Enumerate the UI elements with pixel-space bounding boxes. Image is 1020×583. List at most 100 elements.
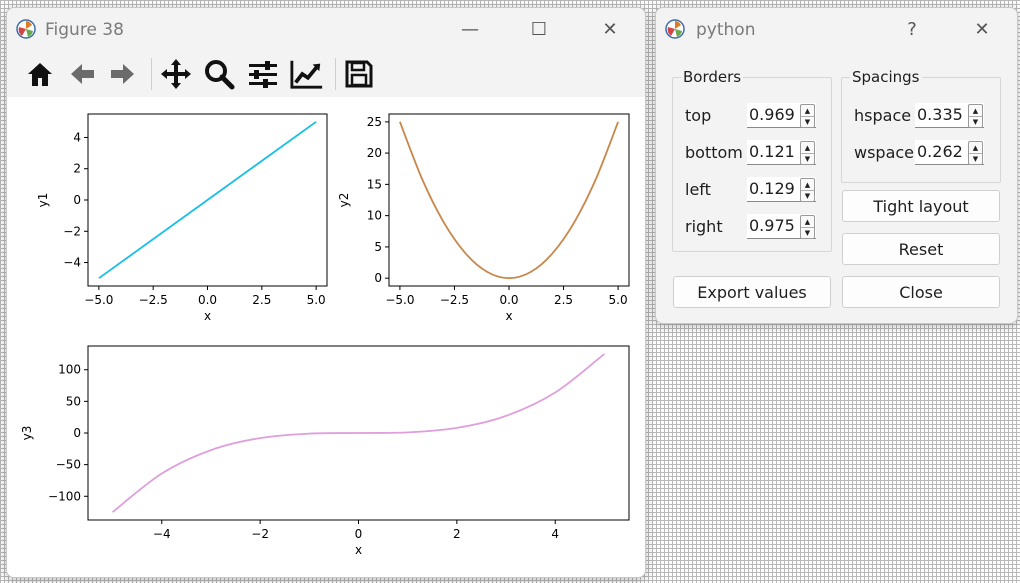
borders-group: Borders [672, 68, 832, 252]
toolbar-separator [151, 58, 152, 90]
subplot-1-xtick-label: −5.0 [84, 293, 113, 307]
spin-down-icon[interactable]: ▼ [804, 154, 811, 163]
spin-buttons: ▲ ▼ [800, 178, 815, 202]
subplot-2-ytick-label: 0 [374, 271, 382, 285]
subplot-3-ytick-label: 100 [58, 363, 81, 377]
navigation-toolbar [7, 50, 645, 97]
save-button[interactable] [342, 57, 376, 91]
spacings-group: Spacings [841, 68, 1001, 183]
subplot-1-ytick-label: 2 [73, 162, 81, 176]
subplot-2-ytick-label: 20 [367, 146, 382, 160]
plots-svg: −5.0 −2.5 0.0 2.5 5.0 −4 −2 0 2 4 x y1 −5.0 −2.5 0.0 2.… [20, 113, 630, 557]
export-values-button[interactable]: Export values [673, 276, 831, 308]
bottom-label: bottom [685, 143, 743, 162]
spin-buttons: ▲ ▼ [800, 215, 815, 239]
subplot-3-xlabel: x [355, 543, 362, 557]
dialog-title: python [696, 20, 756, 40]
spin-up-icon[interactable]: ▲ [801, 105, 814, 117]
help-button[interactable]: ? [907, 18, 917, 40]
bottom-value: 0.121 [749, 142, 795, 161]
dialog-titlebar[interactable]: python ? ✕ [656, 8, 1017, 50]
spin-down-icon[interactable]: ▼ [972, 117, 979, 126]
save-floppy-icon [345, 60, 373, 88]
subplot-2-xtick-label: −2.5 [440, 293, 469, 307]
subplot-2-xtick-label: 5.0 [609, 293, 628, 307]
subplot-3-xtick-label: −2 [251, 527, 269, 541]
spin-up-icon[interactable]: ▲ [801, 142, 814, 154]
maximize-button[interactable]: ☐ [530, 18, 548, 40]
subplot-2-ytick-label: 5 [374, 240, 382, 254]
figure-window: Figure 38 — ☐ ✕ [6, 7, 646, 578]
app-icon [16, 19, 36, 39]
subplot-2-xtick-label: −5.0 [385, 293, 414, 307]
edit-axis-line-icon [290, 60, 323, 89]
subplot-3-ytick-label: 50 [66, 394, 81, 408]
spin-up-icon[interactable]: ▲ [969, 105, 982, 117]
subplot-3-xtick-label: −4 [153, 527, 171, 541]
subplot-3-xtick-label: 2 [453, 527, 461, 541]
spin-buttons: ▲ ▼ [968, 104, 983, 128]
spin-down-icon[interactable]: ▼ [804, 117, 811, 126]
subplot-3-xtick-label: 0 [355, 527, 363, 541]
home-button[interactable] [23, 57, 57, 91]
configure-subplots-button[interactable] [246, 57, 280, 91]
wspace-spinbox[interactable]: 0.262 ▲ ▼ [915, 140, 984, 165]
left-value: 0.129 [749, 179, 795, 198]
subplot-3-ylabel: y3 [20, 426, 34, 441]
subplot-3-series-line [112, 353, 605, 513]
spacings-group-title: Spacings [850, 68, 922, 86]
forward-button[interactable] [106, 57, 140, 91]
hspace-spinbox[interactable]: 0.335 ▲ ▼ [915, 103, 984, 128]
spin-up-icon[interactable]: ▲ [801, 179, 814, 191]
subplot-1-ytick-label: 0 [73, 193, 81, 207]
subplot-3-ytick-label: −100 [48, 489, 81, 503]
figure-titlebar[interactable]: Figure 38 — ☐ ✕ [7, 8, 645, 50]
spin-down-icon[interactable]: ▼ [804, 191, 811, 200]
subplot-1-ytick-label: 4 [73, 130, 81, 144]
top-label: top [685, 106, 712, 125]
close-dialog-button[interactable]: Close [842, 276, 1000, 308]
subplot-1-xtick-label: 0.0 [198, 293, 217, 307]
right-label: right [685, 217, 723, 236]
window-title: Figure 38 [45, 20, 124, 40]
zoom-button[interactable] [202, 57, 236, 91]
home-icon [28, 63, 52, 86]
minimize-button[interactable]: — [461, 18, 479, 40]
back-arrow-icon [71, 64, 94, 84]
subplot-3-xtick-label: 4 [551, 527, 559, 541]
right-spinbox[interactable]: 0.975 ▲ ▼ [747, 214, 816, 239]
reset-button[interactable]: Reset [842, 233, 1000, 265]
edit-axis-button[interactable] [290, 57, 324, 91]
spin-down-icon[interactable]: ▼ [804, 228, 811, 237]
subplot-2-series-line [399, 121, 619, 280]
subplot-2-ytick-label: 15 [367, 177, 382, 191]
subplot-config-dialog: python ? ✕ Borders top 0.969 ▲ ▼ bottom … [655, 7, 1018, 324]
subplot-1-xtick-label: 5.0 [307, 293, 326, 307]
zoom-magnifier-icon [205, 60, 235, 90]
figure-canvas[interactable]: −5.0 −2.5 0.0 2.5 5.0 −4 −2 0 2 4 x y1 −5.0 −2.5 0.0 2.… [7, 97, 645, 577]
spin-buttons: ▲ ▼ [968, 141, 983, 165]
spin-up-icon[interactable]: ▲ [969, 142, 982, 154]
bottom-spinbox[interactable]: 0.121 ▲ ▼ [747, 140, 816, 165]
left-spinbox[interactable]: 0.129 ▲ ▼ [747, 177, 816, 202]
tight-layout-button[interactable]: Tight layout [842, 190, 1000, 222]
wspace-value: 0.262 [917, 142, 963, 161]
toolbar-separator [335, 58, 336, 90]
pan-move-icon [161, 59, 191, 89]
back-button[interactable] [65, 57, 99, 91]
top-spinbox[interactable]: 0.969 ▲ ▼ [747, 103, 816, 128]
subplot-1-xtick-label: −2.5 [139, 293, 168, 307]
wspace-label: wspace [854, 143, 915, 162]
top-value: 0.969 [749, 105, 795, 124]
spin-up-icon[interactable]: ▲ [801, 216, 814, 228]
spin-down-icon[interactable]: ▼ [972, 154, 979, 163]
close-button[interactable]: ✕ [602, 18, 618, 40]
subplot-1-ylabel: y1 [36, 193, 50, 208]
subplot-1-series-line [98, 121, 317, 279]
subplot-2-xtick-label: 0.0 [499, 293, 518, 307]
hspace-value: 0.335 [917, 105, 963, 124]
subplot-1-xtick-label: 2.5 [252, 293, 271, 307]
dialog-close-button[interactable]: ✕ [974, 18, 990, 40]
pan-button[interactable] [159, 57, 193, 91]
right-value: 0.975 [749, 216, 795, 235]
